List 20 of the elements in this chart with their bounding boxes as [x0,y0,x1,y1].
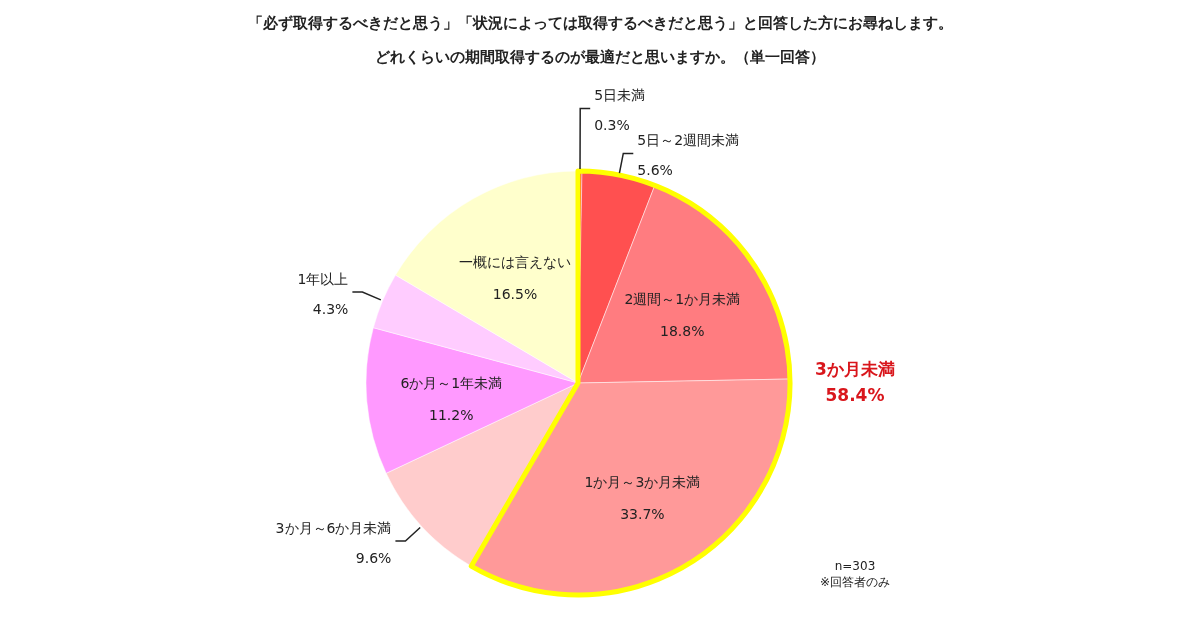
data-label: 9.6% [355,550,392,567]
text: n=303 ※回答者のみ [819,559,891,589]
slice-label: 6か月～1年未満 [400,375,503,392]
chart-title: 「必ず取得するべきだと思う」「状況によっては取得するべきだと思う」と回答した方にお尋ねします。 [247,14,953,32]
data-label: 0.3% [594,117,630,134]
text: 3か月未満 58.4% [815,359,895,405]
data-label: 4.3% [312,301,349,318]
data-label: 5.6% [637,162,673,179]
slice-label: 1年以上 [297,271,349,288]
slice-label: 3か月～6か月未満 [275,520,392,537]
data-label: 18.8% [660,323,705,340]
slice-label: 2週間～1か月未満 [624,291,741,308]
slice-label: 5日未満 [594,87,646,104]
slice-label: 1か月～3か月未満 [584,473,701,490]
data-label: 33.7% [620,505,665,522]
chart-subtitle: どれくらいの期間取得するのが最適だと思いますか。（単一回答） [375,48,825,66]
slice-label: 5日～2週間未満 [637,132,740,149]
data-label: 11.2% [429,407,474,424]
data-label: 16.5% [492,285,538,302]
slice-label: 一概には言えない [458,253,571,270]
